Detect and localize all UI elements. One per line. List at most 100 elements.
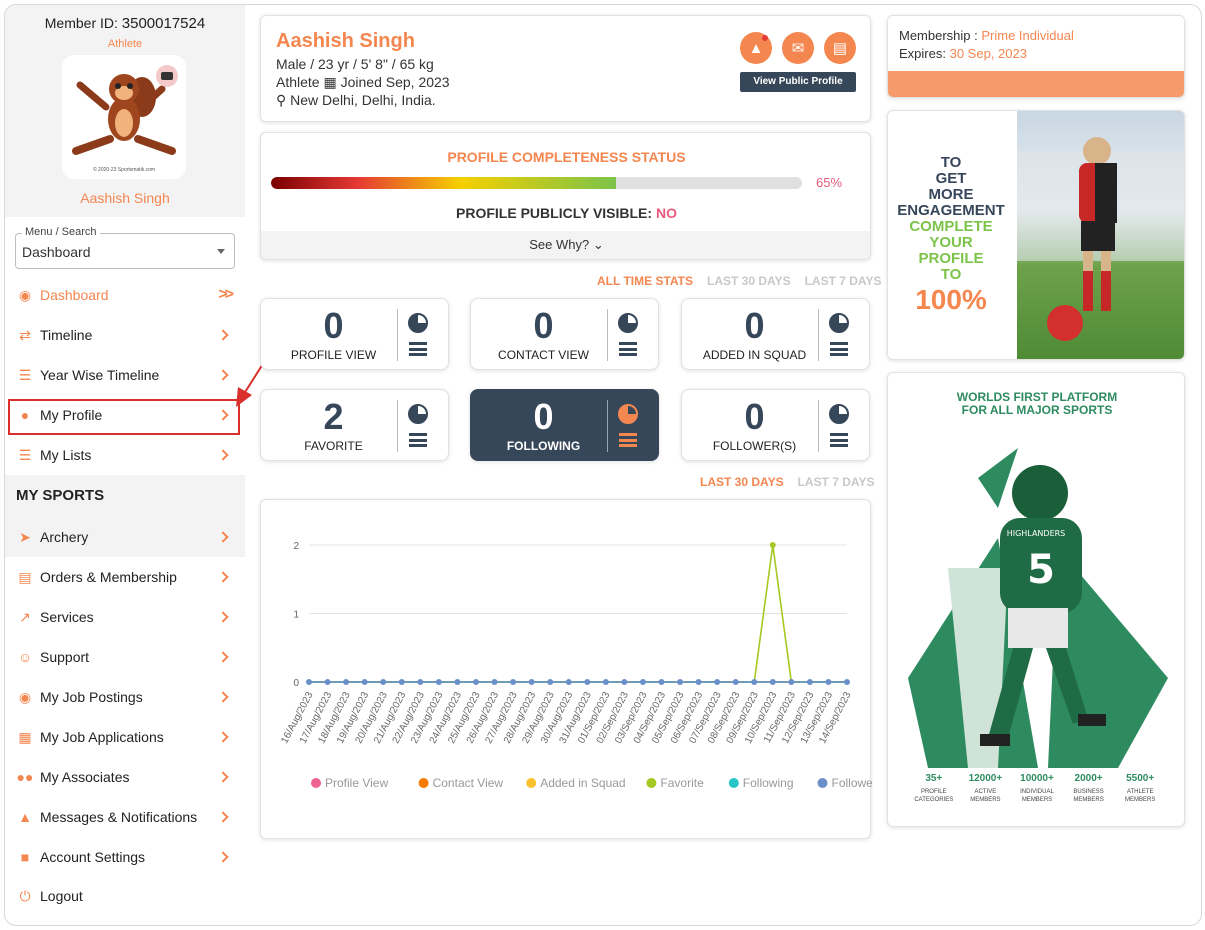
camera-icon[interactable] [156,65,178,87]
sidebar-item-archery[interactable]: ➤ Archery [5,517,245,557]
platform-stat-caption: BUSINESS MEMBERS [1073,789,1104,803]
sidebar-item-messages-notifications[interactable]: ▲ Messages & Notifications [5,797,245,837]
sidebar-item-logout[interactable]: ⏻ Logout [5,876,245,916]
stat-card-added-in-squad[interactable]: 0 ADDED IN SQUAD [681,298,870,370]
sidebar-item-orders-membership[interactable]: ▤ Orders & Membership [5,557,245,597]
tab-all-time-stats[interactable]: ALL TIME STATS [597,274,693,288]
banner-line: MORE [928,186,974,203]
menu-search-select[interactable]: Menu / Search Dashboard [15,226,235,269]
legend-label: Contact View [433,776,504,790]
sidebar-item-my-associates[interactable]: ●● My Associates [5,757,245,797]
sidebar-item-timeline[interactable]: ⇄ Timeline [5,315,245,355]
view-public-profile-button[interactable]: View Public Profile [740,72,856,92]
member-id: Member ID: 3500017524 [44,15,206,32]
sidebar-item-my-profile[interactable]: ● My Profile [5,395,245,435]
data-point [677,679,684,685]
stat-card-profile-view[interactable]: 0 PROFILE VIEW [260,298,449,370]
stat-card-contact-view[interactable]: 0 CONTACT VIEW [470,298,659,370]
stat-card-followers[interactable]: 0 FOLLOWER(S) [681,389,870,461]
bell-icon: ▲ [18,809,32,825]
chevron-right-icon [217,731,229,743]
stat-card-favorite[interactable]: 2 FAVORITE [260,389,449,461]
data-point [306,679,312,685]
platform-stat-caption: ACTIVE MEMBERS [970,789,1001,803]
sidebar-item-label: My Associates [40,769,130,785]
stat-label: FOLLOWING [506,439,581,453]
sidebar-item-account-settings[interactable]: ■ Account Settings [5,837,245,877]
tab-last-30-days[interactable]: LAST 30 DAYS [707,274,791,288]
platform-stat: 5500+ ATHLETE MEMBERS [1115,773,1165,804]
chevron-right-icon [217,571,229,583]
pie-chart-icon[interactable] [618,404,638,424]
avatar[interactable]: © 2020-23 Sportsmatik.com [62,55,186,179]
data-point [380,679,387,685]
membership-band [888,71,1184,97]
stats-chart-card: 0 1 2 16/Aug/2023 17/Aug/2023 18/Aug/2023 19/A… [260,499,891,839]
membership-label: Membership : [899,28,978,43]
bell-icon[interactable]: ▲ [740,32,772,64]
sidebar-item-label: My Lists [40,447,92,463]
see-why-button[interactable]: See Why? ⌄ [261,231,870,259]
paint-roller-icon[interactable]: ▤ [824,32,856,64]
sidebar-item-support[interactable]: ☺ Support [5,637,245,677]
sidebar-item-label: My Profile [40,407,103,423]
sidebar-item-my-job-applications[interactable]: ▦ My Job Applications [5,717,245,757]
visibility-value: NO [655,205,677,221]
sidebar-item-services[interactable]: ↗ Services [5,597,245,637]
chevron-right-icon [217,811,229,823]
data-point [454,679,461,685]
data-point [788,679,795,685]
profile-role: Athlete [276,74,320,90]
list-icon[interactable] [830,433,848,447]
pie-chart-icon[interactable] [618,313,638,333]
data-point [398,679,405,685]
list-icon[interactable] [409,433,427,447]
complete-profile-banner[interactable]: TO GET MORE ENGAGEMENT COMPLETE YOUR PRO… [887,110,1185,360]
pie-chart-icon[interactable] [829,404,849,424]
banner-line: GET [935,170,967,187]
stats-tabs: ALL TIME STATS LAST 30 DAYS LAST 7 DAYS [583,274,882,288]
platform-ad-banner[interactable]: WORLDS FIRST PLATFORM FOR ALL MAJOR SPORT… [887,372,1185,827]
envelope-icon[interactable]: ✉ [782,32,814,64]
pie-chart-icon[interactable] [408,313,428,333]
tab-chart-last-7-days[interactable]: LAST 7 DAYS [797,475,875,489]
tab-chart-last-30-days[interactable]: LAST 30 DAYS [700,475,784,489]
stat-value: 0 [533,396,554,437]
header-actions: ▲ ✉ ▤ [730,32,856,64]
platform-stat-caption: PROFILE CATEGORIES [914,789,954,803]
ad-headline-line: FOR ALL MAJOR SPORTS [961,403,1113,417]
sidebar-item-my-lists[interactable]: ☰ My Lists [5,435,245,475]
data-point [584,679,591,685]
list-icon[interactable] [619,342,637,356]
chevron-right-icon [217,369,229,381]
platform-stat-caption: ATHLETE MEMBERS [1125,789,1156,803]
expiry-row: Expires: 30 Sep, 2023 [899,46,1027,61]
completeness-percent: 65% [816,175,843,190]
member-role: Athlete [107,38,143,50]
tab-last-7-days[interactable]: LAST 7 DAYS [804,274,882,288]
list-icon[interactable] [619,433,637,447]
sidebar-item-my-job-postings[interactable]: ◉ My Job Postings [5,677,245,717]
stat-value: 0 [533,305,554,346]
stat-divider [397,400,398,452]
data-point [732,679,739,685]
list-icon[interactable] [830,342,848,356]
membership-card: Membership : Prime Individual Expires: 3… [887,15,1185,98]
data-point [472,679,479,685]
list-icon[interactable] [409,342,427,356]
stat-divider [818,309,819,361]
sidebar-item-label: Archery [40,529,89,545]
sidebar-item-year-wise-timeline[interactable]: ☰ Year Wise Timeline [5,355,245,395]
sidebar: Member ID: 3500017524 Athlete © [5,5,245,925]
legend-marker [418,778,429,788]
pie-chart-icon[interactable] [408,404,428,424]
notification-dot [762,35,768,41]
chevron-right-icon [217,611,229,623]
sidebar-item-dashboard[interactable]: ◉ Dashboard >> [5,275,245,315]
retweet-icon: ⇄ [19,326,31,343]
data-point [435,679,442,685]
completeness-title: PROFILE COMPLETENESS STATUS [447,149,686,165]
pie-chart-icon[interactable] [829,313,849,333]
platform-stat: 35+ PROFILE CATEGORIES [909,773,959,804]
stat-card-following[interactable]: 0 FOLLOWING [470,389,659,461]
